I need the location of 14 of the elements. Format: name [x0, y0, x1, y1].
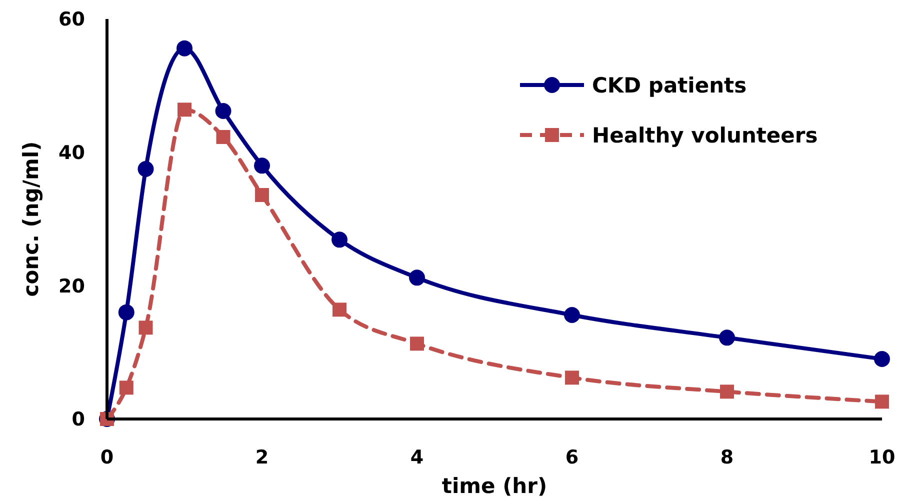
y-tick-label: 20: [58, 275, 85, 298]
x-tick-label: 0: [100, 446, 114, 469]
y-axis-title: conc. (ng/ml): [19, 141, 43, 297]
legend-label: Healthy volunteers: [592, 123, 818, 148]
x-tick-label: 2: [255, 446, 269, 469]
x-axis-title: time (hr): [442, 474, 548, 498]
y-tick-label: 40: [58, 142, 85, 164]
x-tick-label: 6: [565, 446, 579, 469]
x-tick-label: 10: [868, 446, 896, 469]
legend-label: CKD patients: [592, 73, 747, 98]
x-tick-label: 8: [720, 446, 734, 469]
y-tick-label: 60: [58, 8, 85, 31]
y-tick-label: 0: [72, 408, 85, 431]
x-tick-label: 4: [410, 446, 424, 469]
